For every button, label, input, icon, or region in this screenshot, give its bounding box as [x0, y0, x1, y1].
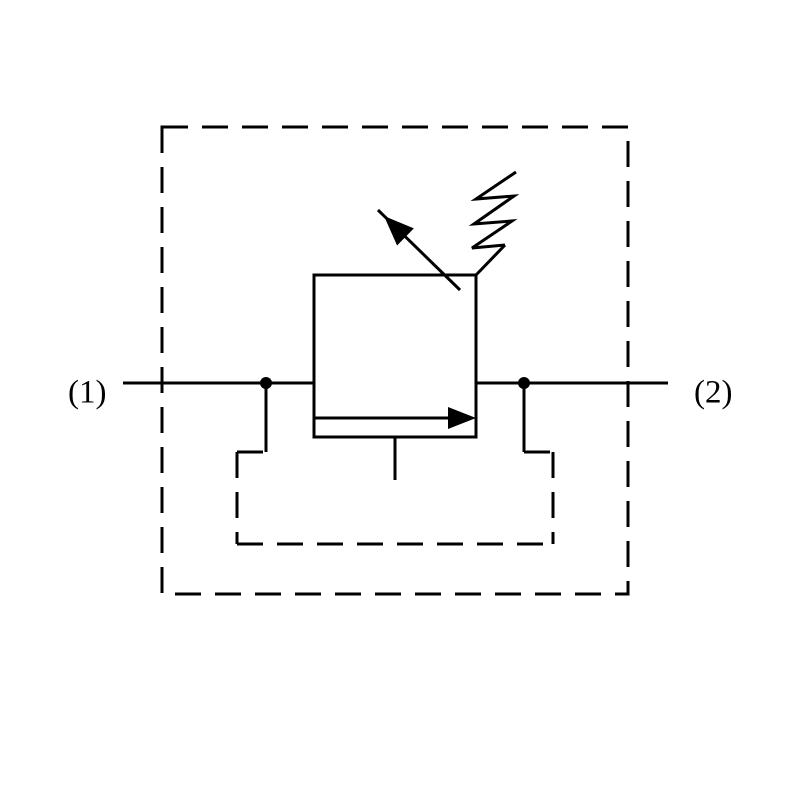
hydraulic-valve-schematic: (1) (2): [0, 0, 800, 800]
spring-shaft: [476, 245, 505, 275]
port-label-left: (1): [68, 375, 106, 411]
spring-zigzag: [472, 172, 516, 248]
port-label-right: (2): [694, 375, 732, 411]
